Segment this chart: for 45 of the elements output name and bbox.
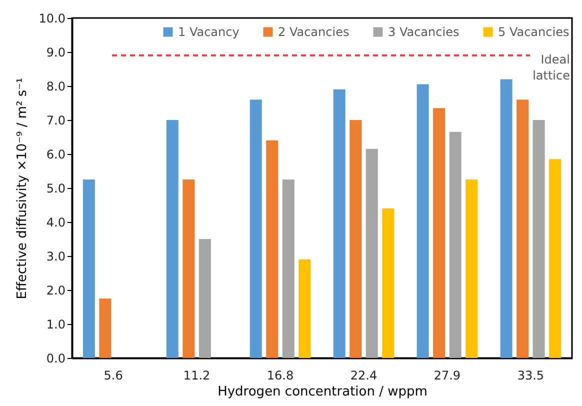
bar — [532, 120, 545, 358]
bar — [333, 89, 346, 358]
y-tick-label: 6.0 — [46, 148, 66, 162]
legend-label: 1 Vacancy — [178, 25, 240, 39]
bar — [198, 239, 211, 358]
y-tick-label: 7.0 — [46, 114, 66, 128]
bar — [166, 120, 178, 358]
x-axis-title: Hydrogen concentration / wppm — [218, 384, 428, 400]
y-tick-label: 3.0 — [46, 250, 66, 264]
legend-label: 2 Vacancies — [278, 25, 350, 39]
bar — [282, 180, 294, 358]
bar — [449, 132, 462, 358]
y-axis-title: Effective diffusivity ×10⁻⁹ / m² s⁻¹ — [14, 78, 30, 300]
bar — [433, 108, 446, 358]
x-tick-label: 33.5 — [517, 368, 544, 382]
x-tick-label: 27.9 — [434, 368, 461, 382]
y-tick-label: 4.0 — [46, 216, 66, 230]
bar — [182, 180, 195, 358]
x-tick-label: 22.4 — [350, 368, 378, 382]
y-tick-label: 0.0 — [46, 352, 66, 366]
bar — [500, 79, 512, 358]
bar — [416, 84, 429, 358]
bar — [382, 208, 394, 358]
x-tick-label: 11.2 — [183, 368, 210, 382]
ref-line-label: Ideal lattice — [532, 52, 570, 82]
y-tick-label: 5.0 — [46, 182, 66, 196]
legend-label: 5 Vacancies — [498, 25, 570, 39]
y-tick-label: 10.0 — [38, 12, 66, 26]
bar — [99, 298, 112, 358]
bar — [366, 148, 378, 358]
x-tick-label: 16.8 — [266, 368, 294, 382]
y-tick-label: 9.0 — [46, 46, 66, 60]
x-tick-label: 5.6 — [104, 368, 123, 382]
bar — [298, 259, 311, 358]
bar — [82, 180, 95, 358]
legend-label: 3 Vacancies — [388, 25, 460, 39]
y-tick-label: 8.0 — [46, 80, 66, 94]
bar — [266, 140, 278, 358]
bar — [250, 100, 262, 358]
bar — [549, 159, 562, 358]
bar — [350, 120, 362, 358]
y-tick-label: 1.0 — [46, 318, 66, 332]
y-tick-label: 2.0 — [46, 284, 66, 298]
bar — [516, 100, 529, 358]
bar — [466, 180, 478, 358]
